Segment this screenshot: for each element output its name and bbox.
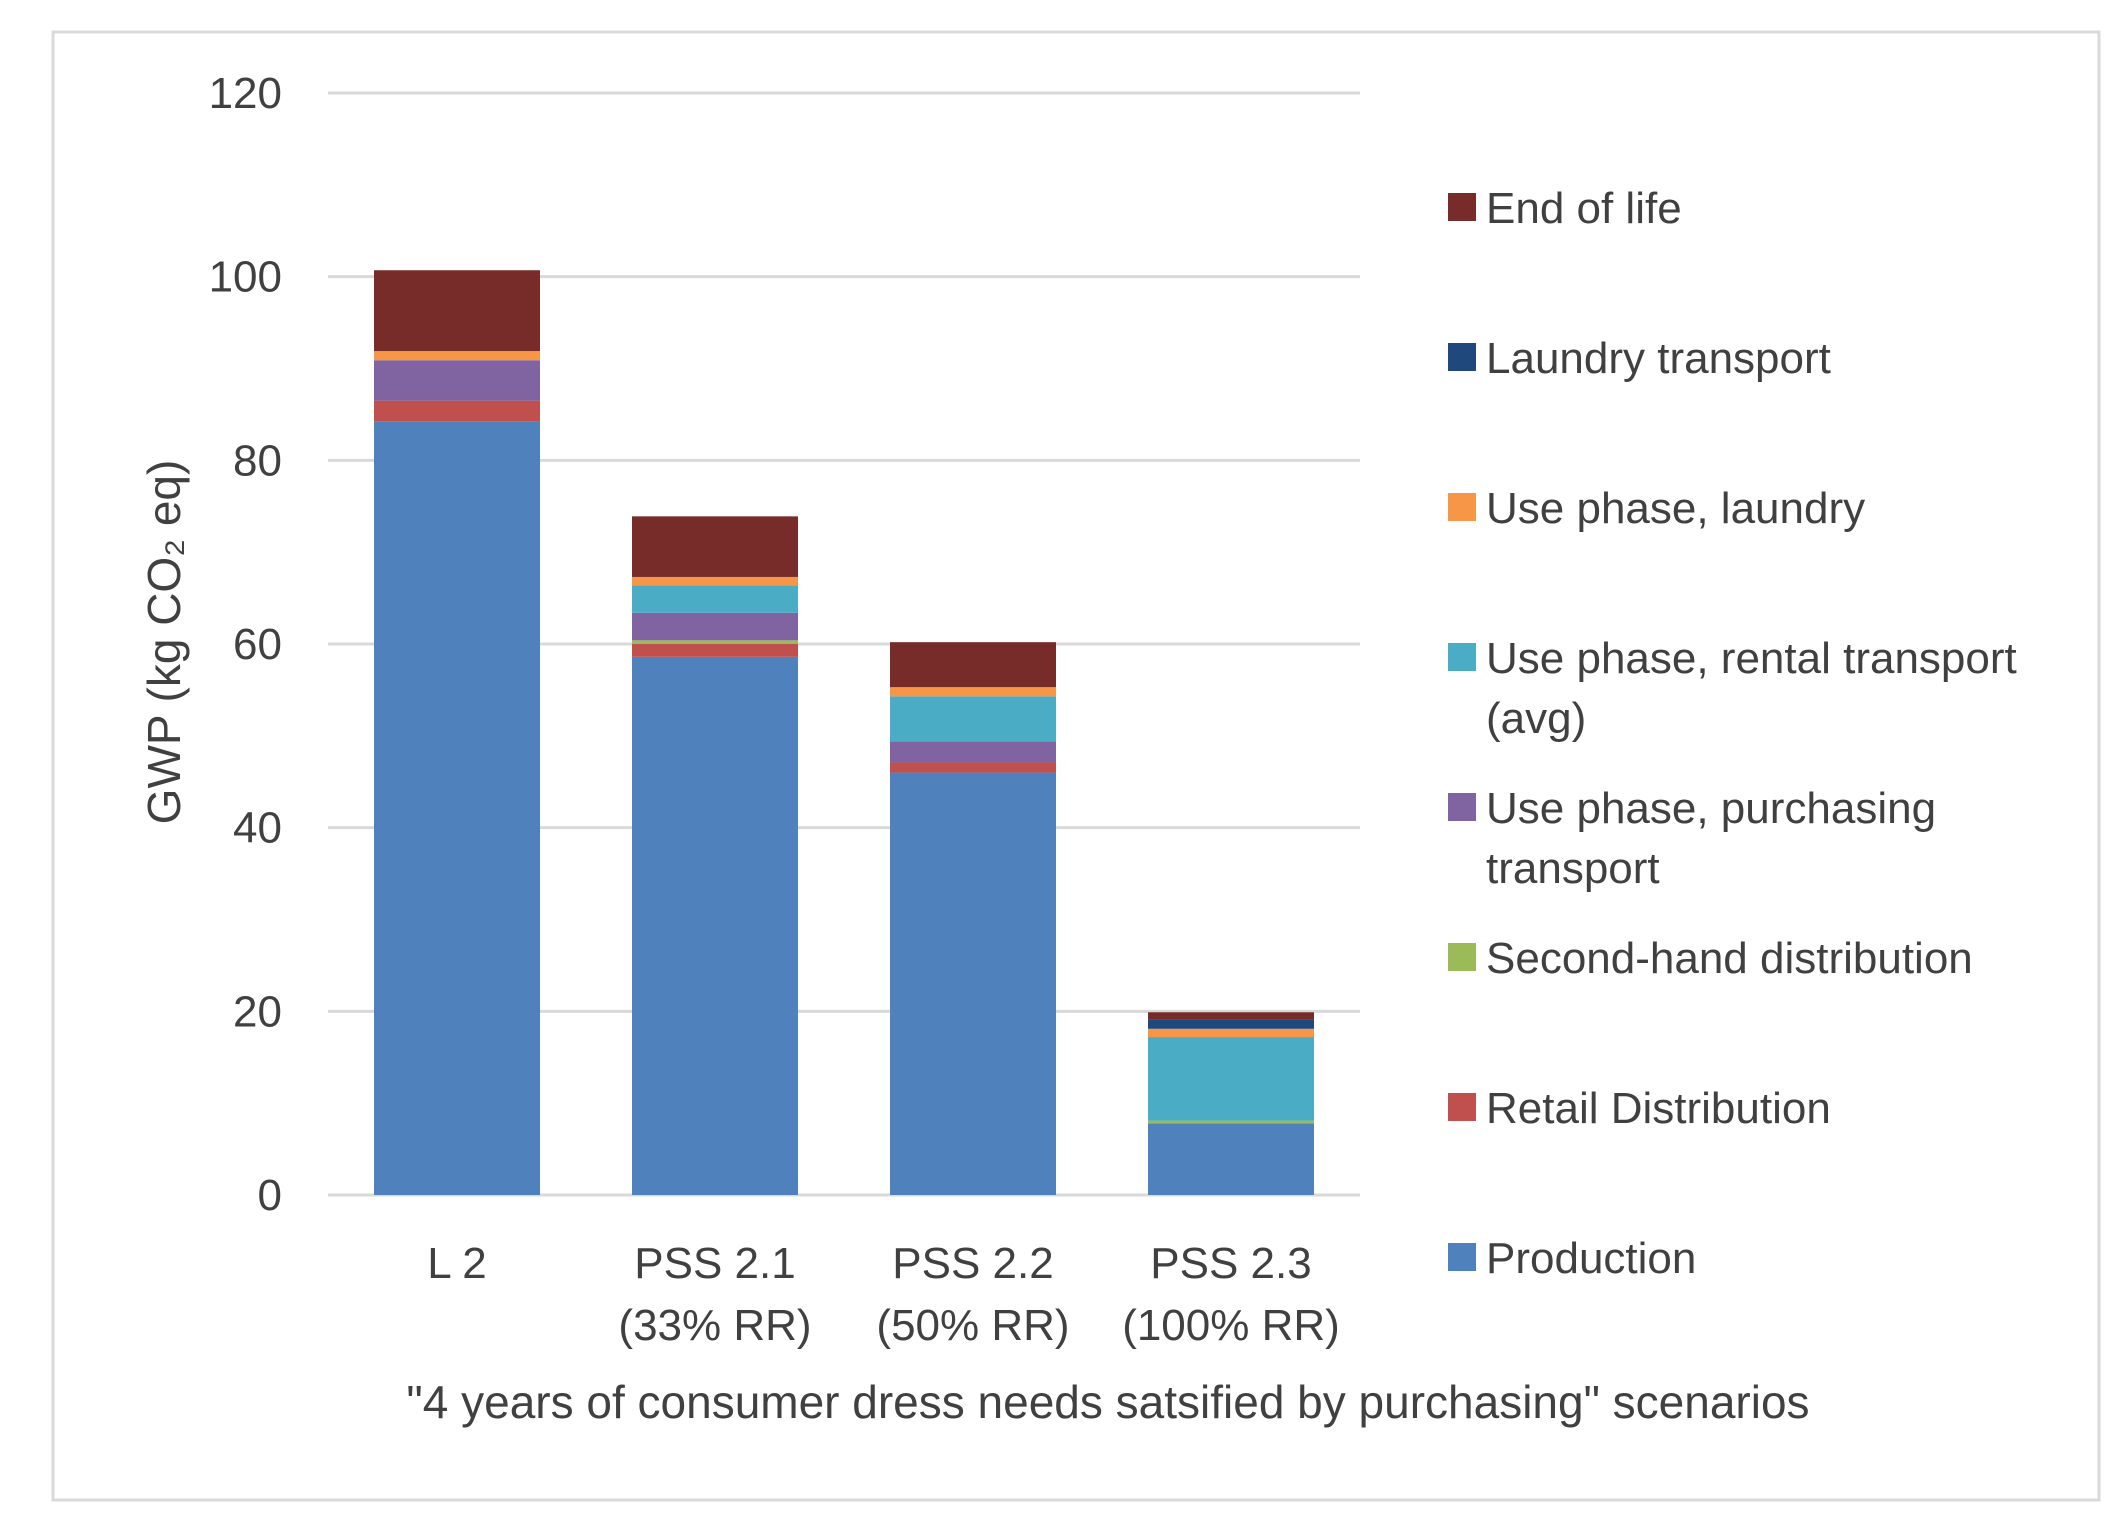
bar-segment — [1148, 1028, 1314, 1038]
legend-swatch — [1448, 493, 1476, 521]
bar-segment — [374, 421, 540, 1196]
bar-segment — [374, 351, 540, 361]
bar-segment — [890, 741, 1056, 763]
bar-segment — [1148, 1019, 1314, 1029]
bar-segment — [632, 516, 798, 577]
legend-swatch — [1448, 793, 1476, 821]
x-category-label: PSS 2.1 — [634, 1239, 795, 1288]
x-category-label: PSS 2.3 — [1150, 1239, 1311, 1288]
legend-label: Use phase, rental transport — [1486, 634, 2017, 683]
y-tick-label: 120 — [209, 69, 282, 118]
bar-segment — [632, 656, 798, 1195]
bar-segment — [1148, 1120, 1314, 1124]
y-axis-ticks: 0 20 40 60 80 100 120 — [209, 69, 282, 1220]
legend-swatch — [1448, 1243, 1476, 1271]
chart-border — [51, 30, 2101, 1502]
bar-segment — [374, 360, 540, 401]
bar-segment — [890, 772, 1056, 1195]
bar-segment — [374, 400, 540, 422]
y-tick-label: 40 — [233, 804, 282, 853]
x-axis-title: "4 years of consumer dress needs satsifi… — [406, 1376, 1809, 1428]
y-tick-label: 0 — [258, 1171, 282, 1220]
bar-segment — [632, 640, 798, 644]
y-axis-title: GWP (kg CO₂ eq) — [138, 460, 190, 825]
y-tick-label: 20 — [233, 987, 282, 1036]
bar-segment — [632, 585, 798, 613]
y-tick-label: 60 — [233, 620, 282, 669]
legend-label: End of life — [1486, 184, 1682, 233]
bar-segment — [632, 644, 798, 657]
x-category-label: (50% RR) — [876, 1301, 1069, 1350]
legend-label: (avg) — [1486, 694, 1586, 743]
y-tick-label: 80 — [233, 436, 282, 485]
legend-label: Use phase, laundry — [1486, 484, 1865, 533]
bar-segment — [890, 762, 1056, 773]
bar-segment — [632, 576, 798, 586]
x-category-label: (100% RR) — [1122, 1301, 1340, 1350]
x-category-label: (33% RR) — [618, 1301, 811, 1350]
legend: End of life Laundry transport Use phase, l… — [1448, 184, 2017, 1283]
bar-segment — [890, 642, 1056, 688]
bar-segment — [1148, 1123, 1314, 1195]
bars — [374, 270, 1314, 1196]
legend-label: transport — [1486, 844, 1660, 893]
y-tick-label: 100 — [209, 253, 282, 302]
bar-segment — [632, 612, 798, 641]
bar-segment — [890, 696, 1056, 742]
legend-label: Retail Distribution — [1486, 1084, 1831, 1133]
legend-swatch — [1448, 643, 1476, 671]
bar-segment — [1148, 1012, 1314, 1020]
legend-swatch — [1448, 943, 1476, 971]
x-category-label: PSS 2.2 — [892, 1239, 1053, 1288]
x-axis-categories: L 2 PSS 2.1 (33% RR) PSS 2.2 (50% RR) PSS 2.3… — [427, 1239, 1340, 1350]
bar-segment — [374, 270, 540, 352]
legend-swatch — [1448, 193, 1476, 221]
bar-segment — [1148, 1037, 1314, 1121]
legend-swatch — [1448, 343, 1476, 371]
legend-label: Use phase, purchasing — [1486, 784, 1936, 833]
legend-label: Second-hand distribution — [1486, 934, 1973, 983]
legend-swatch — [1448, 1093, 1476, 1121]
legend-label: Production — [1486, 1234, 1696, 1283]
legend-label: Laundry transport — [1486, 334, 1831, 383]
x-category-label: L 2 — [427, 1239, 487, 1288]
bar-segment — [890, 687, 1056, 697]
